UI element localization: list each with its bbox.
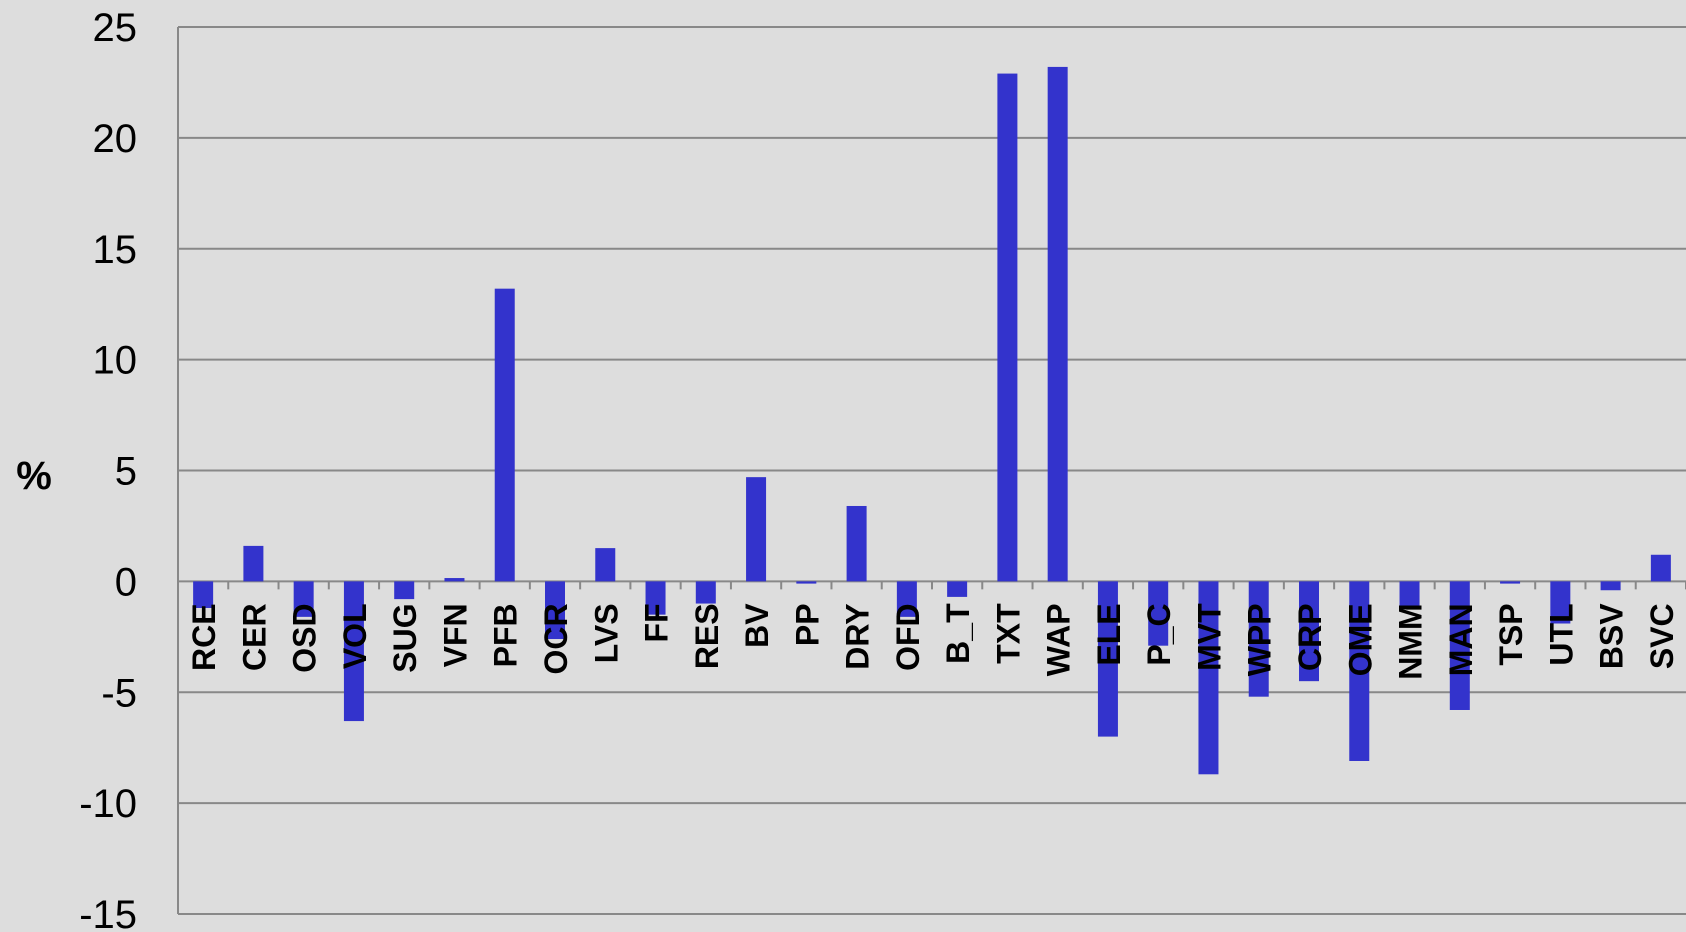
category-label: WAP (1041, 603, 1077, 676)
category-label: MVT (1191, 603, 1227, 671)
category-label: UTL (1543, 603, 1579, 665)
category-label: TXT (990, 603, 1026, 664)
bar-svc (1650, 554, 1671, 582)
bar-wap (1047, 66, 1068, 582)
bars (193, 66, 1671, 775)
category-label: PP (789, 603, 825, 646)
bar-sug (394, 581, 415, 600)
bar-ff (645, 581, 666, 615)
y-axis-title: % (16, 454, 52, 498)
y-tick-label: 10 (93, 339, 138, 383)
y-tick-label: 5 (115, 450, 137, 494)
bar-ofd (896, 581, 917, 617)
bar-txt (997, 73, 1018, 582)
bar-wpp (1248, 581, 1269, 697)
category-labels: RCE CER OSD VOL SUG VFN PFB OCR LVS FF RES BV PP DRY O… (186, 603, 1680, 680)
bar-bsv (1600, 581, 1621, 591)
y-tick-label: 25 (93, 6, 138, 50)
category-label: OSD (287, 603, 323, 672)
bar-crp (1299, 581, 1319, 682)
y-tick-labels: -15 -10 -5 0 5 10 15 20 25 (79, 6, 137, 932)
category-label: LVS (588, 603, 624, 663)
bar-pp (796, 581, 817, 584)
y-tick-label: 15 (93, 228, 138, 272)
category-label: B_T (940, 603, 976, 664)
bar-dry (846, 505, 867, 582)
category-label: OFD (890, 603, 926, 671)
y-tick-label: 20 (93, 117, 138, 161)
category-label: P_C (1141, 603, 1177, 665)
y-tick-label: -5 (101, 671, 137, 715)
bar-b-t (947, 581, 968, 597)
category-label: ELE (1091, 603, 1127, 665)
bar-utl (1550, 581, 1571, 624)
category-label: DRY (840, 603, 876, 669)
bar-vfn (444, 578, 465, 582)
category-label: RES (689, 603, 725, 669)
y-tick-label: -15 (79, 893, 137, 932)
category-label: BSV (1594, 603, 1630, 669)
bar-lvs (595, 548, 616, 582)
category-label: TSP (1493, 603, 1529, 665)
bar-res (695, 581, 716, 604)
bar-ocr (545, 581, 565, 640)
category-label: OCR (538, 603, 574, 674)
gridlines (177, 26, 1686, 915)
category-label: OME (1342, 603, 1378, 676)
bar-ome (1349, 581, 1370, 761)
y-tick-label: 0 (115, 560, 137, 604)
bar-osd (293, 581, 314, 617)
bar-p-c (1148, 581, 1169, 646)
category-label: SUG (387, 603, 423, 672)
category-label: NMM (1393, 603, 1429, 679)
category-label: VOL (337, 603, 373, 669)
category-label: PFB (488, 603, 524, 667)
bar-tsp (1500, 581, 1521, 584)
category-label: FF (639, 603, 675, 642)
bar-rce (193, 581, 214, 608)
category-label: VFN (437, 603, 473, 667)
bar-man (1449, 581, 1470, 710)
category-label: SVC (1644, 603, 1680, 669)
bar-nmm (1399, 581, 1420, 608)
y-tick-label: -10 (79, 782, 137, 826)
bar-bv (746, 477, 767, 582)
category-label: CER (236, 603, 272, 671)
bar-vol (343, 581, 364, 722)
category-label: MAN (1443, 603, 1479, 676)
category-label: BV (739, 603, 775, 648)
bar-ele (1097, 581, 1118, 737)
bar-cer (243, 545, 264, 582)
category-label: CRP (1292, 603, 1328, 671)
category-label: WPP (1242, 603, 1278, 676)
bar-pfb (494, 288, 515, 582)
bar-mvt (1198, 581, 1219, 775)
category-label: RCE (186, 603, 222, 671)
